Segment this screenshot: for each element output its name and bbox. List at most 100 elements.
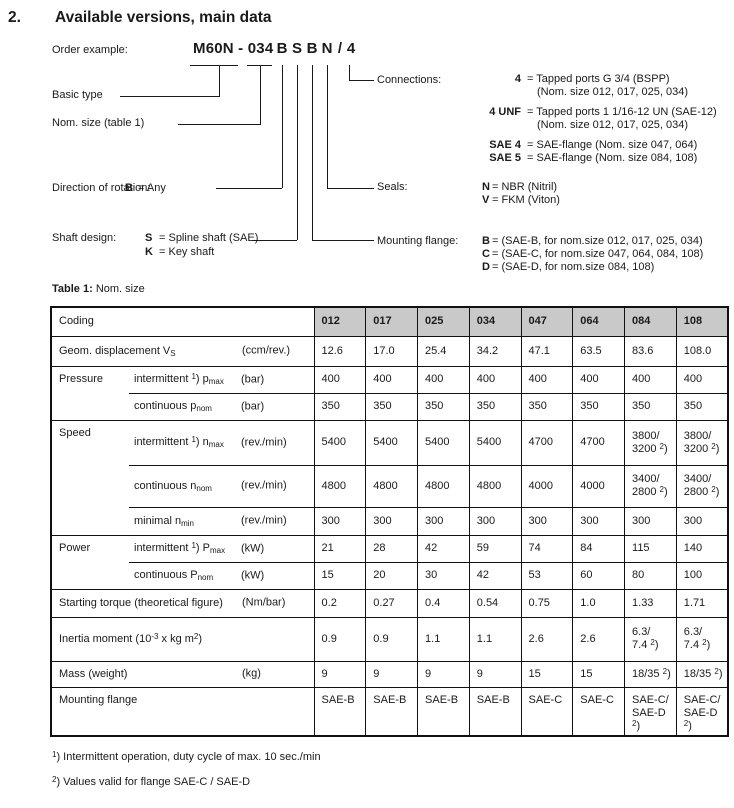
mounting-code: D	[482, 261, 490, 273]
table-cell: 4800	[417, 464, 470, 507]
table-cell: 80	[624, 561, 677, 589]
table-cell: 3800/3200 2)	[675, 419, 729, 465]
table-cell: 0.2	[313, 588, 366, 617]
table-sublabel: intermittent 1) Pmax (kW)	[129, 534, 315, 562]
table-cell: 20	[365, 561, 418, 589]
row-label: Geom. displacement VS	[59, 344, 176, 358]
table-label: Starting torque (theoretical figure) (Nm…	[51, 588, 315, 617]
table-cell: 59	[468, 534, 522, 562]
table-sublabel: continuous Pnom (kW)	[129, 561, 315, 589]
table-row: Power intermittent 1) Pmax (kW) 21 28 42…	[51, 534, 729, 589]
table-sublabel: continuous nnom (rev./min)	[129, 464, 315, 507]
table-group-cell: Speed	[51, 419, 129, 535]
table-cell: 350	[675, 392, 729, 420]
table-row: Pressure intermittent 1) pmax (bar) 400 …	[51, 365, 729, 420]
mounting-code: B	[482, 235, 490, 247]
table-cell: 300	[675, 506, 729, 535]
row-unit: (kg)	[242, 667, 261, 680]
table-cell: 4800	[365, 464, 418, 507]
connector-line	[282, 65, 283, 188]
table-cell: 0.75	[520, 588, 573, 617]
connections-label: Connections:	[377, 74, 442, 86]
table-cell: 0.9	[365, 616, 418, 661]
row-unit: (kW)	[241, 542, 265, 554]
table-cell: 2.6	[572, 616, 625, 661]
table-header-row: Coding 012 017 025 034 047 064 084 108	[51, 307, 729, 336]
row-unit: (Nm/bar)	[242, 596, 286, 609]
table-cell: 4700	[520, 419, 573, 465]
table-cell: SAE-B	[365, 686, 418, 736]
connection-desc: = SAE-flange (Nom. size 084, 108)	[527, 152, 698, 164]
table-cell: 1.33	[624, 588, 677, 617]
row-label: intermittent 1) nmax	[134, 435, 224, 449]
row-label: continuous nnom	[134, 479, 212, 493]
shaft-option-desc: = Key shaft	[159, 246, 215, 258]
table-cell: 300	[520, 506, 573, 535]
table-cell: 300	[468, 506, 522, 535]
table-header-size: 017	[365, 307, 418, 336]
order-code-letter: N	[321, 40, 333, 57]
table-cell: 15	[520, 660, 573, 687]
seal-desc: = FKM (Viton)	[492, 194, 560, 206]
table-cell: 6.3/7.4 2)	[675, 616, 729, 661]
connector-line	[349, 65, 350, 80]
direction-label: Direction of rotation:	[52, 182, 151, 194]
table-caption-text: Nom. size	[95, 283, 145, 295]
order-code-letter: B	[276, 40, 288, 57]
table-cell: 400	[417, 365, 470, 393]
mounting-option: C = (SAE-C, for nom.size 047, 064, 084, …	[482, 248, 703, 261]
table-cell: 5400	[468, 419, 522, 465]
mounting-option: D = (SAE-D, for nom.size 084, 108)	[482, 261, 703, 274]
table-cell: 15	[313, 561, 366, 589]
mounting-option: B = (SAE-B, for nom.size 012, 017, 025, …	[482, 235, 703, 248]
table-row: continuous nnom (rev./min) 4800 4800 480…	[51, 464, 729, 507]
connection-code: SAE 5	[489, 152, 521, 164]
connector-line	[312, 240, 374, 241]
seal-code: N	[482, 181, 490, 193]
mounting-desc: = (SAE-D, for nom.size 084, 108)	[492, 261, 655, 273]
connection-code: 4	[514, 73, 521, 85]
table-cell: 18/35 2)	[675, 660, 729, 687]
connection-option: SAE 4 = SAE-flange (Nom. size 047, 064)	[441, 139, 717, 152]
connector-line	[252, 240, 297, 241]
shaft-option-desc: = Spline shaft (SAE)	[159, 232, 259, 244]
table-cell: 140	[675, 534, 729, 562]
row-label: Mounting flange	[59, 693, 138, 706]
table-cell: 28	[365, 534, 418, 562]
table-cell: 17.0	[365, 335, 418, 366]
mounting-desc: = (SAE-C, for nom.size 047, 064, 084, 10…	[492, 248, 704, 260]
order-code-letter: S	[291, 40, 303, 57]
connector-line	[260, 65, 261, 124]
direction-desc: = Any	[138, 182, 166, 194]
shaft-option-code: S	[145, 232, 153, 244]
row-label: intermittent 1) Pmax	[134, 541, 226, 555]
table-cell: 1.0	[572, 588, 625, 617]
table-header-size: 047	[520, 307, 573, 336]
table-cell: 100	[675, 561, 729, 589]
connector-line	[178, 124, 261, 125]
table-cell: 9	[417, 660, 470, 687]
connector-line	[219, 65, 220, 96]
table-cell: 400	[572, 365, 625, 393]
row-unit: (rev./min)	[241, 479, 287, 492]
table-row: Starting torque (theoretical figure) (Nm…	[51, 588, 729, 617]
mounting-flange-label: Mounting flange:	[377, 235, 459, 247]
table-cell: 4800	[468, 464, 522, 507]
table-cell: SAE-C	[572, 686, 625, 736]
footnote: 2) Values valid for flange SAE-C / SAE-D	[52, 775, 251, 789]
order-code-letter: 4	[346, 40, 356, 57]
row-label: continuous Pnom	[134, 569, 214, 582]
connection-desc: = Tapped ports 1 1/16-12 UN (SAE-12)	[527, 106, 717, 118]
table-cell: 4700	[572, 419, 625, 465]
table-cell: 300	[365, 506, 418, 535]
shaft-option-code: K	[145, 246, 153, 258]
table-cell: 9	[468, 660, 522, 687]
connector-line	[312, 65, 313, 240]
seal-option: N = NBR (Nitril)	[482, 181, 560, 194]
table-cell: 350	[365, 392, 418, 420]
table-cell: 12.6	[313, 335, 366, 366]
row-label: Mass (weight)	[59, 667, 128, 680]
connector-line	[297, 65, 298, 240]
table-label: Mass (weight) (kg)	[51, 660, 315, 687]
table-cell: 5400	[365, 419, 418, 465]
